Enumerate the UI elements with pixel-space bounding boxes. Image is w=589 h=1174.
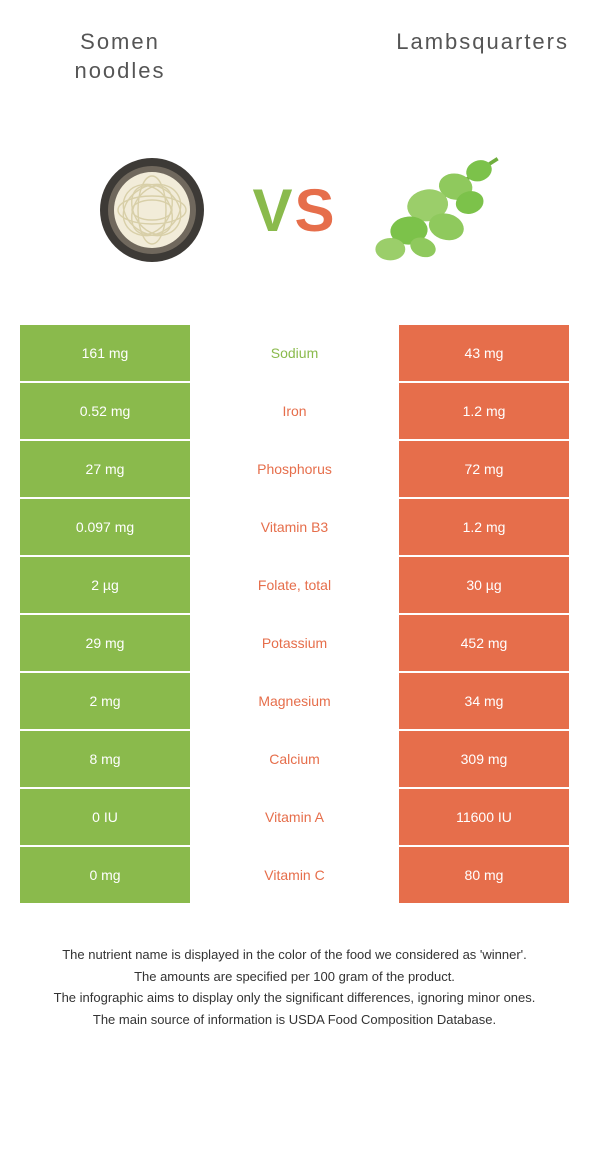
right-value-cell: 1.2 mg [399, 499, 569, 557]
left-value-cell: 161 mg [20, 325, 190, 383]
left-food-title-line2: noodles [74, 58, 165, 83]
right-value-cell: 11600 IU [399, 789, 569, 847]
left-food-title-line1: Somen [80, 29, 160, 54]
table-row: 2 mgMagnesium34 mg [20, 673, 569, 731]
table-row: 161 mgSodium43 mg [20, 325, 569, 383]
table-row: 0.097 mgVitamin B31.2 mg [20, 499, 569, 557]
footer-line-4: The main source of information is USDA F… [20, 1010, 569, 1030]
left-value-cell: 2 µg [20, 557, 190, 615]
nutrient-label-cell: Iron [190, 383, 399, 441]
left-value-cell: 8 mg [20, 731, 190, 789]
vs-text: VS [252, 176, 336, 245]
left-value-cell: 27 mg [20, 441, 190, 499]
table-row: 0 mgVitamin C80 mg [20, 847, 569, 905]
right-value-cell: 72 mg [399, 441, 569, 499]
vs-row: VS [0, 140, 589, 280]
nutrient-label-cell: Sodium [190, 325, 399, 383]
left-value-cell: 0 IU [20, 789, 190, 847]
nutrition-table: 161 mgSodium43 mg0.52 mgIron1.2 mg27 mgP… [20, 325, 569, 905]
left-value-cell: 0.097 mg [20, 499, 190, 557]
nutrient-label-cell: Folate, total [190, 557, 399, 615]
nutrient-label-cell: Magnesium [190, 673, 399, 731]
right-value-cell: 452 mg [399, 615, 569, 673]
nutrient-label-cell: Phosphorus [190, 441, 399, 499]
vs-letter-v: V [252, 177, 294, 244]
table-row: 29 mgPotassium452 mg [20, 615, 569, 673]
right-value-cell: 1.2 mg [399, 383, 569, 441]
right-food-title: Lambsquarters [396, 28, 569, 57]
table-row: 27 mgPhosphorus72 mg [20, 441, 569, 499]
right-value-cell: 34 mg [399, 673, 569, 731]
left-value-cell: 0 mg [20, 847, 190, 905]
right-food-image [367, 140, 507, 280]
right-value-cell: 43 mg [399, 325, 569, 383]
left-value-cell: 0.52 mg [20, 383, 190, 441]
right-value-cell: 80 mg [399, 847, 569, 905]
footer-line-2: The amounts are specified per 100 gram o… [20, 967, 569, 987]
nutrient-label-cell: Vitamin A [190, 789, 399, 847]
nutrient-label-cell: Potassium [190, 615, 399, 673]
left-food-title: Somen noodles [20, 28, 220, 85]
vs-letter-s: S [295, 177, 337, 244]
header: Somen noodles Lambsquarters [0, 0, 589, 85]
footer-line-1: The nutrient name is displayed in the co… [20, 945, 569, 965]
nutrient-label-cell: Calcium [190, 731, 399, 789]
table-row: 0 IUVitamin A11600 IU [20, 789, 569, 847]
footer-line-3: The infographic aims to display only the… [20, 988, 569, 1008]
nutrient-label-cell: Vitamin B3 [190, 499, 399, 557]
footer-notes: The nutrient name is displayed in the co… [20, 945, 569, 1029]
right-value-cell: 30 µg [399, 557, 569, 615]
left-food-image [82, 140, 222, 280]
table-row: 0.52 mgIron1.2 mg [20, 383, 569, 441]
left-value-cell: 2 mg [20, 673, 190, 731]
right-value-cell: 309 mg [399, 731, 569, 789]
table-row: 2 µgFolate, total30 µg [20, 557, 569, 615]
nutrient-label-cell: Vitamin C [190, 847, 399, 905]
table-row: 8 mgCalcium309 mg [20, 731, 569, 789]
left-value-cell: 29 mg [20, 615, 190, 673]
